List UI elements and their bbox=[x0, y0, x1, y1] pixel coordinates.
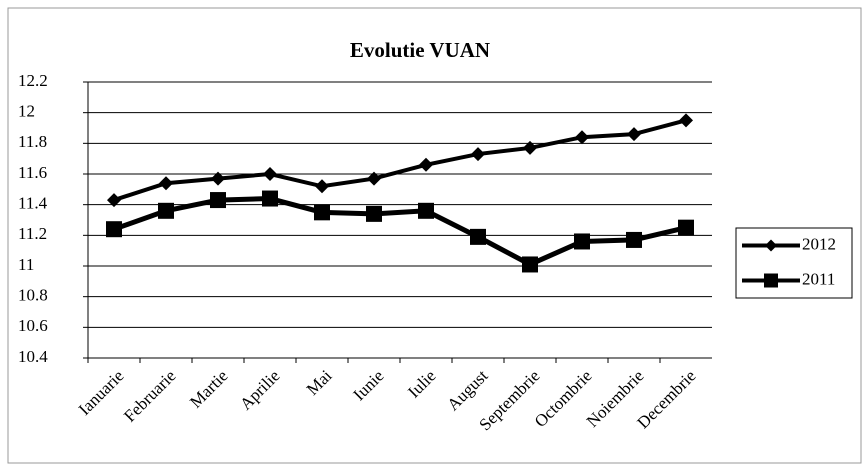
series-line bbox=[113, 196, 687, 268]
x-tick-label: Iulie bbox=[404, 366, 439, 401]
marker bbox=[522, 256, 538, 273]
marker bbox=[523, 140, 537, 155]
marker bbox=[627, 127, 641, 142]
y-tick-label: 11 bbox=[18, 255, 34, 274]
marker bbox=[679, 113, 693, 128]
y-tick-label: 11.4 bbox=[18, 194, 48, 213]
marker bbox=[159, 176, 173, 191]
marker bbox=[210, 192, 226, 209]
marker bbox=[367, 171, 381, 186]
y-tick-label: 11.8 bbox=[18, 132, 47, 151]
marker bbox=[471, 147, 485, 162]
marker bbox=[626, 231, 642, 248]
y-tick-label: 10.4 bbox=[18, 347, 48, 366]
marker bbox=[470, 228, 486, 245]
y-tick-label: 10.8 bbox=[18, 286, 48, 305]
marker bbox=[158, 202, 174, 219]
marker bbox=[314, 204, 330, 221]
y-tick-label: 12 bbox=[18, 102, 35, 121]
marker bbox=[418, 202, 434, 219]
marker bbox=[366, 205, 382, 222]
marker bbox=[575, 130, 589, 145]
legend-label: 2011 bbox=[802, 269, 835, 288]
x-tick-label: Iunie bbox=[349, 366, 387, 404]
y-tick-label: 10.6 bbox=[18, 316, 48, 335]
marker bbox=[107, 193, 121, 208]
marker bbox=[263, 167, 277, 181]
chart-frame bbox=[7, 7, 862, 464]
legend-marker bbox=[764, 273, 778, 288]
legend-label: 2012 bbox=[802, 234, 836, 253]
x-tick-label: Ianuarie bbox=[75, 366, 128, 419]
chart-title: Evolutie VUAN bbox=[350, 38, 490, 62]
y-tick-label: 12.2 bbox=[18, 71, 48, 90]
y-tick-label: 11.6 bbox=[18, 163, 47, 182]
x-tick-label: Mai bbox=[303, 366, 336, 399]
x-tick-label: Februarie bbox=[120, 366, 179, 425]
series-line bbox=[113, 118, 687, 202]
marker bbox=[678, 219, 694, 236]
x-tick-label: Martie bbox=[186, 366, 231, 411]
x-tick-label: Aprilie bbox=[236, 366, 283, 413]
legend-box bbox=[735, 227, 853, 299]
marker bbox=[419, 157, 433, 172]
y-tick-label: 11.2 bbox=[18, 224, 47, 243]
x-tick-label: August bbox=[443, 366, 491, 414]
marker bbox=[211, 171, 225, 186]
marker bbox=[106, 221, 122, 238]
legend-marker bbox=[765, 239, 777, 252]
marker bbox=[315, 179, 329, 194]
marker bbox=[574, 233, 590, 250]
marker bbox=[262, 190, 278, 207]
